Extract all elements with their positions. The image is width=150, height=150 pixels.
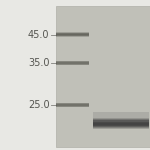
- Bar: [56, 34, 89, 35]
- Bar: [56, 64, 89, 65]
- Bar: [93, 118, 148, 119]
- Bar: [93, 128, 148, 129]
- Bar: [93, 112, 148, 118]
- Bar: [93, 124, 148, 125]
- Bar: [93, 123, 148, 124]
- Text: 25.0: 25.0: [28, 100, 50, 110]
- Bar: [56, 33, 89, 34]
- Bar: [93, 125, 148, 126]
- Bar: [93, 126, 148, 127]
- Bar: [56, 35, 89, 36]
- Bar: [56, 61, 89, 62]
- Bar: [56, 106, 89, 107]
- Bar: [56, 36, 89, 37]
- Bar: [56, 32, 89, 33]
- Bar: [56, 105, 89, 106]
- Bar: [93, 122, 148, 123]
- Bar: [56, 63, 89, 64]
- Text: 35.0: 35.0: [28, 58, 50, 68]
- Bar: [56, 6, 150, 147]
- Bar: [93, 120, 148, 122]
- Bar: [56, 62, 89, 63]
- Bar: [93, 127, 148, 128]
- Text: 45.0: 45.0: [28, 30, 50, 39]
- Bar: [56, 103, 89, 104]
- Bar: [93, 119, 148, 120]
- Bar: [56, 104, 89, 105]
